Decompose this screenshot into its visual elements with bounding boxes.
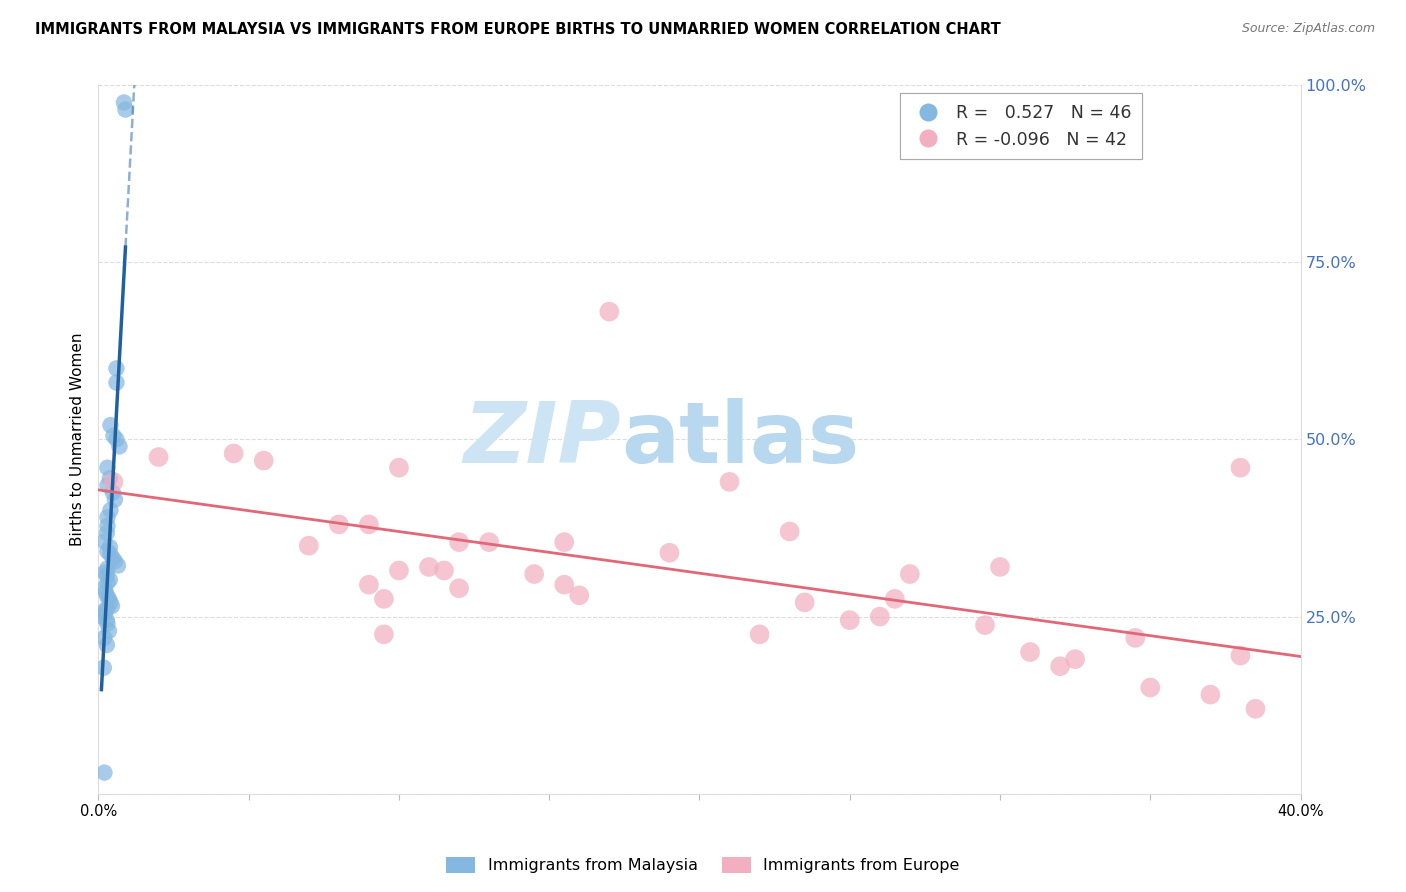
Point bbox=[96, 518, 118, 533]
Text: Source: ZipAtlas.com: Source: ZipAtlas.com bbox=[1241, 22, 1375, 36]
Point bbox=[974, 618, 997, 632]
Point bbox=[222, 446, 245, 460]
Point bbox=[94, 566, 117, 580]
Point bbox=[93, 604, 115, 618]
Y-axis label: Births to Unmarried Women: Births to Unmarried Women bbox=[69, 333, 84, 546]
Point bbox=[96, 638, 118, 652]
Point bbox=[93, 631, 115, 645]
Point bbox=[418, 560, 440, 574]
Point bbox=[96, 510, 118, 524]
Point bbox=[96, 568, 118, 582]
Text: ZIP: ZIP bbox=[464, 398, 621, 481]
Point bbox=[1064, 652, 1087, 666]
Point bbox=[96, 525, 118, 540]
Point bbox=[93, 765, 115, 780]
Point bbox=[148, 450, 170, 464]
Point bbox=[107, 558, 129, 573]
Point bbox=[96, 601, 118, 615]
Point bbox=[105, 376, 128, 390]
Point bbox=[898, 567, 921, 582]
Point bbox=[298, 539, 321, 553]
Point bbox=[748, 627, 770, 641]
Point bbox=[98, 540, 121, 554]
Point bbox=[1229, 648, 1251, 663]
Text: atlas: atlas bbox=[621, 398, 859, 481]
Legend: R =   0.527   N = 46, R = -0.096   N = 42: R = 0.527 N = 46, R = -0.096 N = 42 bbox=[900, 94, 1142, 159]
Point bbox=[328, 517, 350, 532]
Point bbox=[523, 567, 546, 582]
Point bbox=[93, 660, 115, 674]
Point bbox=[96, 478, 118, 492]
Point bbox=[388, 460, 411, 475]
Point bbox=[1019, 645, 1042, 659]
Point bbox=[101, 485, 124, 500]
Point bbox=[433, 564, 456, 578]
Point bbox=[112, 95, 135, 110]
Point bbox=[1139, 681, 1161, 695]
Point bbox=[478, 535, 501, 549]
Point bbox=[98, 471, 121, 485]
Point bbox=[94, 585, 117, 599]
Point bbox=[568, 588, 591, 602]
Point bbox=[779, 524, 801, 539]
Point bbox=[96, 613, 118, 627]
Point bbox=[93, 581, 115, 595]
Legend: Immigrants from Malaysia, Immigrants from Europe: Immigrants from Malaysia, Immigrants fro… bbox=[440, 850, 966, 880]
Point bbox=[104, 492, 127, 507]
Point bbox=[658, 546, 681, 560]
Point bbox=[97, 624, 120, 638]
Point bbox=[100, 547, 122, 561]
Point bbox=[101, 599, 124, 613]
Point bbox=[793, 595, 815, 609]
Point bbox=[105, 433, 128, 447]
Point bbox=[869, 609, 891, 624]
Point bbox=[373, 591, 395, 606]
Point bbox=[447, 581, 470, 595]
Point bbox=[103, 429, 125, 443]
Point bbox=[988, 560, 1011, 574]
Point bbox=[388, 564, 411, 578]
Point bbox=[373, 627, 395, 641]
Point bbox=[598, 304, 620, 318]
Point bbox=[104, 554, 127, 568]
Point bbox=[96, 561, 118, 575]
Point bbox=[96, 590, 118, 604]
Point bbox=[100, 418, 122, 433]
Point bbox=[98, 573, 121, 587]
Point bbox=[838, 613, 860, 627]
Point bbox=[94, 606, 117, 620]
Point bbox=[96, 460, 118, 475]
Point bbox=[96, 616, 118, 631]
Point bbox=[253, 453, 276, 467]
Point bbox=[883, 591, 905, 606]
Point bbox=[553, 577, 575, 591]
Point bbox=[108, 439, 131, 453]
Point bbox=[1199, 688, 1222, 702]
Point bbox=[1244, 702, 1267, 716]
Text: IMMIGRANTS FROM MALAYSIA VS IMMIGRANTS FROM EUROPE BIRTHS TO UNMARRIED WOMEN COR: IMMIGRANTS FROM MALAYSIA VS IMMIGRANTS F… bbox=[35, 22, 1001, 37]
Point bbox=[97, 591, 120, 606]
Point bbox=[718, 475, 741, 489]
Point bbox=[357, 517, 380, 532]
Point bbox=[101, 551, 124, 566]
Point bbox=[100, 503, 122, 517]
Point bbox=[1123, 631, 1146, 645]
Point bbox=[553, 535, 575, 549]
Point bbox=[91, 609, 114, 624]
Point bbox=[447, 535, 470, 549]
Point bbox=[93, 534, 115, 549]
Point bbox=[105, 361, 128, 376]
Point bbox=[103, 475, 125, 489]
Point bbox=[100, 595, 122, 609]
Point bbox=[357, 577, 380, 591]
Point bbox=[96, 544, 118, 558]
Point bbox=[96, 575, 118, 590]
Point bbox=[114, 103, 136, 117]
Point bbox=[1049, 659, 1071, 673]
Point bbox=[1229, 460, 1251, 475]
